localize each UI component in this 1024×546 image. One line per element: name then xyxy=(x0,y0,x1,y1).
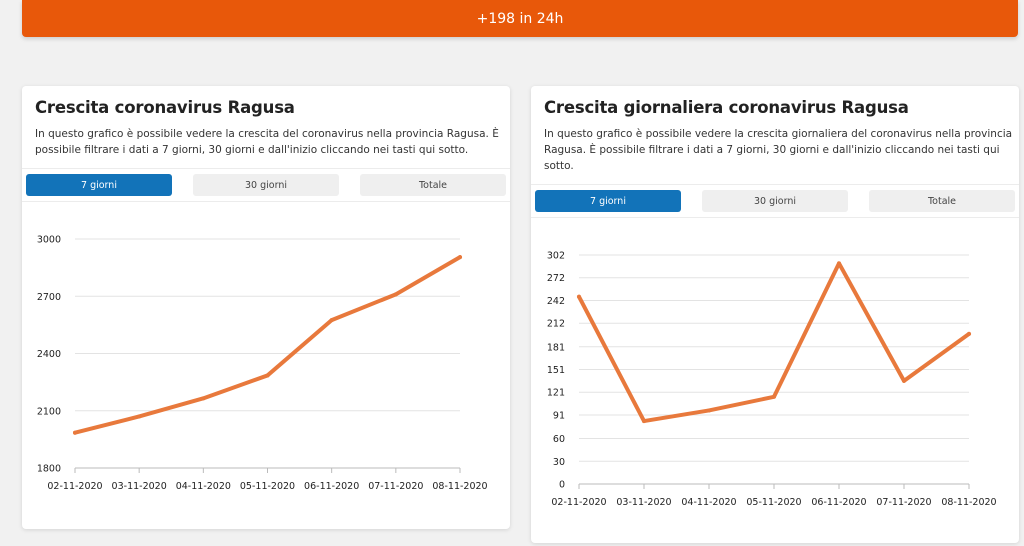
x-tick-label: 08-11-2020 xyxy=(941,497,996,508)
data-point[interactable] xyxy=(458,255,462,260)
y-tick-label: 2400 xyxy=(37,349,61,360)
data-point[interactable] xyxy=(201,396,206,401)
y-tick-label: 302 xyxy=(547,251,565,262)
data-point[interactable] xyxy=(265,373,270,378)
y-tick-label: 272 xyxy=(547,273,565,284)
x-tick-label: 07-11-2020 xyxy=(368,481,423,492)
data-point[interactable] xyxy=(393,292,398,297)
y-tick-label: 181 xyxy=(547,342,565,353)
x-tick-label: 04-11-2020 xyxy=(176,481,231,492)
y-tick-label: 1800 xyxy=(37,464,61,475)
x-tick-label: 08-11-2020 xyxy=(432,481,487,492)
y-tick-label: 212 xyxy=(547,319,565,330)
tab-7-days[interactable]: 7 giorni xyxy=(26,174,172,196)
data-point[interactable] xyxy=(837,261,841,266)
series-line xyxy=(73,255,462,435)
card-title: Crescita coronavirus Ragusa xyxy=(35,98,295,117)
tab-total[interactable]: Totale xyxy=(360,174,506,196)
x-tick-label: 05-11-2020 xyxy=(746,497,801,508)
y-tick-label: 0 xyxy=(559,480,565,491)
tab-7-days[interactable]: 7 giorni xyxy=(535,190,681,212)
data-point[interactable] xyxy=(967,331,971,336)
new-cases-banner: +198 in 24h xyxy=(22,0,1018,37)
y-tick-label: 2700 xyxy=(37,292,61,303)
growth-chart-card: Crescita coronavirus Ragusa In questo gr… xyxy=(22,86,510,529)
data-point[interactable] xyxy=(137,414,142,419)
y-tick-label: 60 xyxy=(553,434,565,445)
card-description: In questo grafico è possibile vedere la … xyxy=(544,128,1013,172)
data-point[interactable] xyxy=(772,394,776,399)
x-tick-label: 03-11-2020 xyxy=(616,497,671,508)
range-tab-bar: 7 giorni 30 giorni Totale xyxy=(531,184,1019,218)
y-tick-label: 3000 xyxy=(37,235,61,246)
y-tick-label: 2100 xyxy=(37,406,61,417)
range-tab-bar: 7 giorni 30 giorni Totale xyxy=(22,168,510,202)
x-tick-label: 07-11-2020 xyxy=(876,497,931,508)
x-tick-label: 02-11-2020 xyxy=(47,481,102,492)
x-tick-label: 04-11-2020 xyxy=(681,497,736,508)
x-tick-label: 05-11-2020 xyxy=(240,481,295,492)
y-tick-label: 30 xyxy=(553,457,565,468)
tab-30-days[interactable]: 30 giorni xyxy=(702,190,848,212)
new-cases-text: +198 in 24h xyxy=(476,10,564,27)
card-description: In questo grafico è possibile vedere la … xyxy=(35,128,499,156)
x-tick-label: 03-11-2020 xyxy=(112,481,167,492)
daily-cases-line-chart: 0 30 60 91 121 151 181 212 242 272 302 02-11-2020 03… xyxy=(547,251,997,509)
y-tick-label: 151 xyxy=(547,365,565,376)
cumulative-cases-line-chart: 1800 2100 2400 2700 3000 02-11-2020 03-11-2020… xyxy=(37,235,488,493)
tab-30-days[interactable]: 30 giorni xyxy=(193,174,339,196)
data-point[interactable] xyxy=(577,294,581,299)
card-title: Crescita giornaliera coronavirus Ragusa xyxy=(544,98,909,117)
tab-total[interactable]: Totale xyxy=(869,190,1015,212)
data-point[interactable] xyxy=(707,408,711,413)
data-point[interactable] xyxy=(73,430,77,435)
y-tick-label: 121 xyxy=(547,388,565,399)
x-tick-label: 06-11-2020 xyxy=(304,481,359,492)
x-tick-label: 06-11-2020 xyxy=(811,497,866,508)
data-point[interactable] xyxy=(642,419,646,424)
y-tick-label: 91 xyxy=(553,410,565,421)
data-point[interactable] xyxy=(329,318,334,323)
x-tick-label: 02-11-2020 xyxy=(551,497,606,508)
daily-growth-chart-card: Crescita giornaliera coronavirus Ragusa … xyxy=(531,86,1019,543)
y-tick-label: 242 xyxy=(547,296,565,307)
data-point[interactable] xyxy=(902,378,906,383)
